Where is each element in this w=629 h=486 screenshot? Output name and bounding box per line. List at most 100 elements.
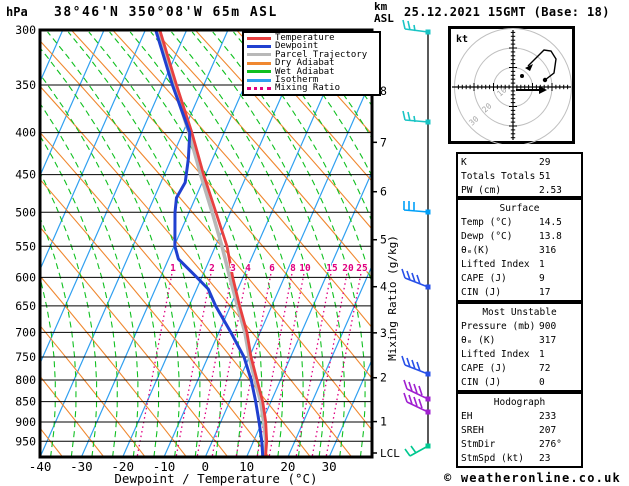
- wet-adiabat-line: [41, 173, 98, 456]
- wind-barb-dot: [425, 371, 431, 377]
- wind-barb: [403, 379, 429, 400]
- stat-value: 233: [539, 411, 557, 422]
- mixing-ratio-axis-label: Mixing Ratio (g/kg): [386, 235, 399, 361]
- stat-label: θₑ(K): [461, 245, 490, 256]
- pressure-tick-label: 650: [15, 299, 36, 313]
- wet-adiabat-line: [67, 31, 222, 456]
- pressure-tick-label: 350: [15, 78, 36, 92]
- legend-item: Wet Adiabat: [247, 67, 377, 76]
- wet-adiabat-line: [440, 32, 445, 457]
- stat-label: SREH: [461, 425, 484, 436]
- hodograph-storm-arrowhead: [539, 86, 547, 94]
- table-row: CAPE (J) 9: [461, 272, 578, 286]
- wet-adiabat-line: [253, 31, 371, 221]
- most-unstable-table: Most Unstable Pressure (mb) 900 θₑ (K) 317 Li…: [456, 302, 583, 392]
- stat-label: Temp (°C): [461, 217, 513, 228]
- table-row: Temp (°C) 14.5: [461, 216, 578, 230]
- stat-label: Lifted Index: [461, 349, 530, 360]
- isotherm-line: [328, 360, 371, 456]
- mixing-ratio-value-label: 6: [269, 263, 275, 274]
- stat-value: 2.53: [539, 185, 562, 196]
- stat-label: CAPE (J): [461, 273, 507, 284]
- legend-item: Parcel Trajectory: [247, 50, 377, 60]
- pressure-tick-label: 500: [15, 205, 36, 219]
- temp-tick-label: 30: [322, 459, 337, 474]
- km-tick-label: 2: [380, 371, 387, 385]
- temp-tick-label: -40: [29, 459, 52, 474]
- wind-barb: [404, 445, 429, 457]
- legend-swatch-mixing-ratio: [247, 87, 271, 91]
- hodograph-unit-label: kt: [456, 34, 468, 45]
- stat-value: 317: [539, 335, 557, 346]
- table-row: Totals Totals 51: [461, 170, 578, 184]
- km-tick-label: 4: [380, 280, 387, 294]
- stat-value: 13.8: [539, 231, 562, 242]
- wet-adiabat-line: [150, 31, 304, 456]
- km-tick-label: 7: [380, 135, 387, 149]
- km-tick-label: 1: [380, 415, 387, 429]
- hodograph-table: Hodograph EH 233 SREH 207 StmDir 276° StmSpd (k…: [456, 392, 583, 468]
- wind-barb-dot: [425, 119, 431, 125]
- table-row: CAPE (J) 72: [461, 362, 578, 376]
- legend-swatch-dewpoint: [247, 45, 271, 49]
- stat-value: 14.5: [539, 217, 562, 228]
- table-row: θₑ (K) 317: [461, 334, 578, 348]
- wind-barb-dot: [425, 29, 431, 35]
- stat-value: 1: [539, 349, 545, 360]
- dewpoint-curve: [154, 31, 265, 456]
- dry-adiabat-line: [41, 132, 311, 456]
- background-grid: [41, 31, 445, 457]
- wind-barb: [403, 201, 429, 213]
- pressure-tick-label: 850: [15, 395, 36, 409]
- table-row: Dewp (°C) 13.8: [461, 230, 578, 244]
- legend-swatch-temperature: [247, 36, 271, 40]
- mixing-ratio-value-label: 4: [245, 263, 251, 274]
- wet-adiabat-line: [41, 75, 160, 456]
- table-row: θₑ(K) 316: [461, 244, 578, 258]
- stat-label: Totals Totals: [461, 171, 536, 182]
- legend-swatch-dry-adiabat: [247, 61, 271, 65]
- km-tick-label: 8: [380, 84, 387, 98]
- isotherm-line: [246, 172, 371, 456]
- mixing-ratio-line: [196, 273, 233, 456]
- stat-label: CIN (J): [461, 377, 502, 388]
- isotherm-line: [41, 31, 229, 456]
- wet-adiabat-line: [41, 48, 180, 456]
- legend-item: Isotherm: [247, 74, 377, 85]
- legend: Temperature Dewpoint Parcel Trajectory Dry …: [242, 31, 381, 96]
- km-tick-label: 3: [380, 326, 387, 340]
- wet-adiabat-line: [315, 31, 371, 106]
- wet-adiabat-line: [41, 218, 77, 456]
- wind-barb-dot: [425, 209, 431, 215]
- legend-label: Isotherm: [275, 74, 319, 85]
- wet-adiabat-line: [294, 31, 371, 138]
- profiles: [154, 31, 269, 456]
- pressure-tick-label: 400: [15, 126, 36, 140]
- legend-swatch-isotherm: [247, 78, 271, 82]
- stat-value: 1: [539, 259, 545, 270]
- table-row: StmDir 276°: [461, 438, 578, 452]
- dry-adiabat-line: [71, 31, 371, 378]
- wind-barb: [401, 355, 429, 375]
- mixing-ratio-value-label: 20: [342, 263, 354, 274]
- mixing-ratio-value-label: 3: [230, 263, 236, 274]
- temp-tick-label: 20: [280, 459, 295, 474]
- legend-label: Dewpoint: [275, 41, 319, 52]
- wind-barb-dot: [425, 284, 431, 290]
- km-tick-label: 5: [380, 233, 387, 247]
- legend-item: Dry Adiabat: [247, 58, 377, 69]
- wind-barb-dot: [425, 409, 431, 415]
- table-row: EH 233: [461, 410, 578, 424]
- plot-border: [38, 28, 374, 459]
- copyright: © weatheronline.co.uk: [444, 471, 621, 485]
- isotherm-line: [287, 266, 371, 456]
- isotherm-line: [122, 31, 311, 456]
- stat-value: 17: [539, 287, 551, 298]
- legend-swatch-wet-adiabat: [247, 70, 271, 74]
- stat-label: EH: [461, 411, 473, 422]
- legend-label: Dry Adiabat: [275, 58, 335, 69]
- legend-item: Dewpoint: [247, 41, 377, 52]
- stat-label: CAPE (J): [461, 363, 507, 374]
- stat-label: PW (cm): [461, 185, 502, 196]
